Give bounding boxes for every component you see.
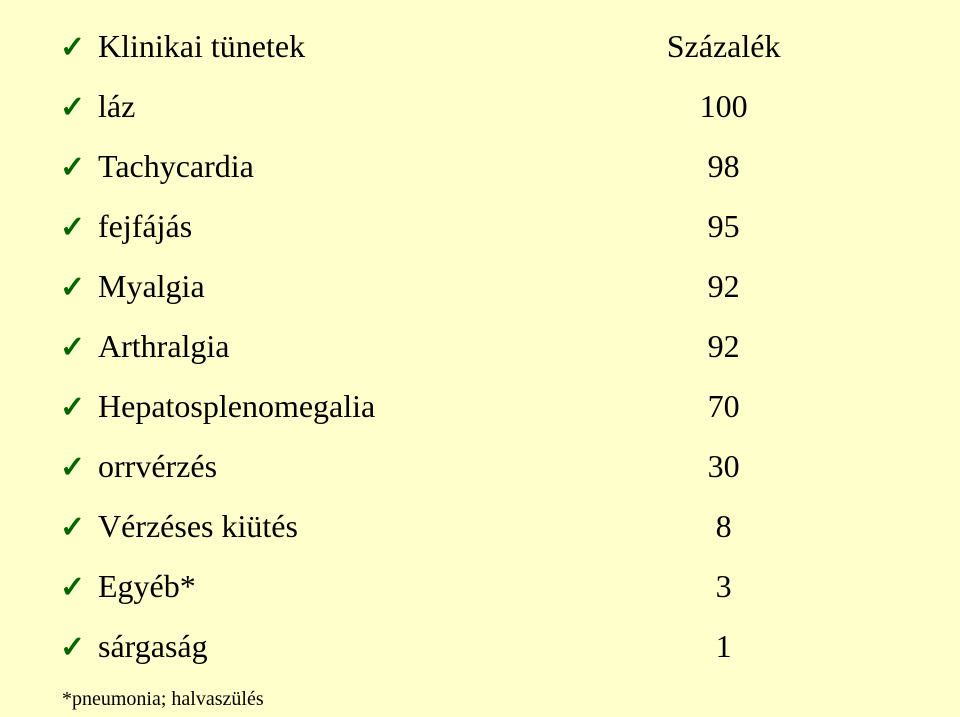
table-header-row: ✓ Klinikai tünetek Százalék (60, 28, 900, 88)
row-value: 92 (708, 268, 740, 304)
row-label: Tachycardia (98, 148, 254, 184)
table-row: ✓ Tachycardia 98 (60, 148, 900, 208)
footnote-row: *pneumonia; halvaszülés (60, 688, 900, 711)
row-label: Hepatosplenomegalia (98, 388, 375, 424)
check-icon: ✓ (60, 570, 94, 605)
row-label: sárgaság (98, 628, 208, 664)
check-icon: ✓ (60, 330, 94, 365)
row-value: 95 (708, 208, 740, 244)
check-icon: ✓ (60, 30, 94, 65)
check-icon: ✓ (60, 510, 94, 545)
check-icon: ✓ (60, 270, 94, 305)
row-value: 98 (708, 148, 740, 184)
row-value: 8 (716, 508, 732, 544)
row-label: Vérzéses kiütés (98, 508, 298, 544)
header-right-label: Százalék (667, 28, 781, 64)
check-icon: ✓ (60, 390, 94, 425)
row-label: Arthralgia (98, 328, 230, 364)
table-row: ✓ Arthralgia 92 (60, 328, 900, 388)
row-value: 3 (716, 568, 732, 604)
row-value: 30 (708, 448, 740, 484)
header-left-label: Klinikai tünetek (98, 28, 305, 64)
table-row: ✓ Vérzéses kiütés 8 (60, 508, 900, 568)
row-label: Egyéb* (98, 568, 196, 604)
check-icon: ✓ (60, 150, 94, 185)
table-row: ✓ orrvérzés 30 (60, 448, 900, 508)
check-icon: ✓ (60, 630, 94, 665)
row-label: láz (98, 88, 135, 124)
table-row: ✓ Hepatosplenomegalia 70 (60, 388, 900, 448)
row-label: fejfájás (98, 208, 192, 244)
row-value: 92 (708, 328, 740, 364)
table-row: ✓ láz 100 (60, 88, 900, 148)
table-row: ✓ fejfájás 95 (60, 208, 900, 268)
table-row: ✓ sárgaság 1 (60, 628, 900, 688)
row-value: 70 (708, 388, 740, 424)
check-icon: ✓ (60, 450, 94, 485)
symptom-table: ✓ Klinikai tünetek Százalék ✓ láz 100 ✓ … (60, 28, 900, 711)
row-label: Myalgia (98, 268, 205, 304)
row-value: 100 (700, 88, 748, 124)
check-icon: ✓ (60, 90, 94, 125)
table-row: ✓ Egyéb* 3 (60, 568, 900, 628)
row-value: 1 (716, 628, 732, 664)
slide-page: ✓ Klinikai tünetek Százalék ✓ láz 100 ✓ … (0, 0, 960, 717)
table-row: ✓ Myalgia 92 (60, 268, 900, 328)
check-icon: ✓ (60, 210, 94, 245)
row-label: orrvérzés (98, 448, 217, 484)
footnote-text: *pneumonia; halvaszülés (62, 688, 264, 710)
